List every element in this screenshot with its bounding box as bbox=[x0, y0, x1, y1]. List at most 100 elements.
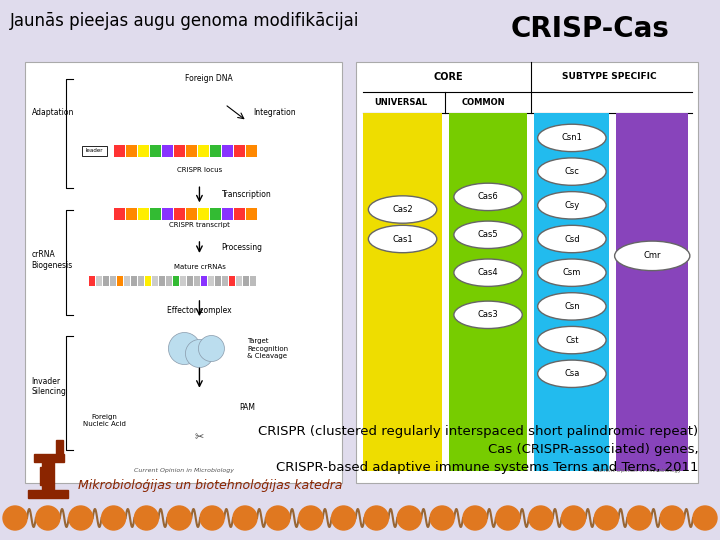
Bar bbox=[40, 467, 46, 485]
Bar bbox=[138, 145, 149, 157]
Bar bbox=[130, 276, 137, 286]
Bar bbox=[235, 276, 242, 286]
Bar bbox=[162, 208, 173, 220]
Ellipse shape bbox=[454, 221, 522, 248]
Bar bbox=[198, 208, 209, 220]
Bar bbox=[234, 208, 245, 220]
Bar bbox=[207, 276, 214, 286]
Bar bbox=[34, 454, 64, 462]
Text: Cst: Cst bbox=[565, 335, 579, 345]
Circle shape bbox=[299, 506, 323, 530]
Circle shape bbox=[332, 506, 356, 530]
Ellipse shape bbox=[538, 124, 606, 152]
Text: COMMON: COMMON bbox=[461, 98, 505, 106]
Circle shape bbox=[199, 335, 225, 361]
Text: Cas2: Cas2 bbox=[392, 205, 413, 214]
Circle shape bbox=[562, 506, 585, 530]
Text: CORE: CORE bbox=[434, 72, 464, 82]
Bar bbox=[152, 276, 158, 286]
Text: ✂: ✂ bbox=[194, 432, 204, 442]
Bar bbox=[534, 113, 609, 471]
Bar bbox=[150, 208, 161, 220]
Circle shape bbox=[3, 506, 27, 530]
Circle shape bbox=[496, 506, 520, 530]
Text: CRISPR-based adaptive immune systems Terns and Terns, 2011: CRISPR-based adaptive immune systems Ter… bbox=[276, 462, 698, 475]
Text: Adaptation: Adaptation bbox=[32, 108, 74, 117]
Bar bbox=[215, 276, 220, 286]
Bar bbox=[117, 276, 122, 286]
Circle shape bbox=[627, 506, 652, 530]
Text: SUBTYPE SPECIFIC: SUBTYPE SPECIFIC bbox=[562, 72, 657, 82]
Text: Processing: Processing bbox=[222, 243, 263, 252]
Bar bbox=[250, 276, 256, 286]
Bar bbox=[222, 145, 233, 157]
Circle shape bbox=[233, 506, 257, 530]
Text: Cas6: Cas6 bbox=[477, 192, 498, 201]
Text: crRNA
Biogenesis: crRNA Biogenesis bbox=[32, 251, 73, 270]
Bar bbox=[126, 208, 137, 220]
Text: Transcription: Transcription bbox=[222, 190, 271, 199]
Bar bbox=[42, 458, 54, 490]
Bar bbox=[138, 208, 149, 220]
Bar bbox=[449, 113, 527, 471]
Bar bbox=[82, 146, 107, 156]
Text: Target
Recognition
& Cleavage: Target Recognition & Cleavage bbox=[247, 338, 288, 359]
Bar bbox=[210, 145, 221, 157]
Text: Foreign DNA: Foreign DNA bbox=[185, 75, 233, 84]
Text: CRISP-Cas: CRISP-Cas bbox=[510, 15, 669, 43]
Text: Csm: Csm bbox=[562, 268, 581, 277]
Ellipse shape bbox=[538, 225, 606, 253]
Text: Csn1: Csn1 bbox=[562, 133, 582, 143]
Text: Cas (CRISPR-associated) genes,: Cas (CRISPR-associated) genes, bbox=[487, 443, 698, 456]
Text: Integration: Integration bbox=[253, 108, 296, 117]
Circle shape bbox=[430, 506, 454, 530]
Circle shape bbox=[135, 506, 158, 530]
Ellipse shape bbox=[369, 225, 437, 253]
Bar bbox=[228, 276, 235, 286]
Bar bbox=[138, 276, 143, 286]
Bar bbox=[210, 208, 221, 220]
Bar bbox=[616, 113, 688, 471]
Text: CRISPR locus: CRISPR locus bbox=[177, 167, 222, 173]
Ellipse shape bbox=[538, 293, 606, 320]
Bar bbox=[102, 276, 109, 286]
Bar bbox=[114, 145, 125, 157]
Circle shape bbox=[693, 506, 717, 530]
Bar bbox=[243, 276, 248, 286]
Circle shape bbox=[595, 506, 618, 530]
Bar bbox=[363, 113, 442, 471]
Ellipse shape bbox=[538, 326, 606, 354]
Text: UNIVERSAL: UNIVERSAL bbox=[374, 98, 428, 106]
Ellipse shape bbox=[454, 259, 522, 286]
Ellipse shape bbox=[369, 196, 437, 223]
Ellipse shape bbox=[454, 183, 522, 211]
Text: CRISPR (clustered regularly interspaced short palindromic repeat): CRISPR (clustered regularly interspaced … bbox=[258, 426, 698, 438]
Bar bbox=[246, 208, 257, 220]
Bar bbox=[186, 276, 192, 286]
Bar bbox=[222, 276, 228, 286]
Bar bbox=[179, 276, 186, 286]
Bar bbox=[28, 490, 68, 498]
Bar bbox=[222, 208, 233, 220]
Text: Csc: Csc bbox=[564, 167, 580, 176]
Bar bbox=[25, 62, 342, 483]
Circle shape bbox=[364, 506, 388, 530]
Bar bbox=[173, 276, 179, 286]
Text: Current Opinion in Microbiology: Current Opinion in Microbiology bbox=[594, 468, 681, 473]
Text: Cas4: Cas4 bbox=[478, 268, 498, 277]
Circle shape bbox=[68, 506, 93, 530]
Circle shape bbox=[660, 506, 684, 530]
Bar bbox=[158, 276, 165, 286]
Text: Jaunās pieejas augu genoma modifikācijai: Jaunās pieejas augu genoma modifikācijai bbox=[10, 12, 359, 30]
Ellipse shape bbox=[538, 192, 606, 219]
Bar bbox=[96, 276, 102, 286]
Circle shape bbox=[528, 506, 553, 530]
Bar bbox=[174, 145, 185, 157]
Text: Cas1: Cas1 bbox=[392, 234, 413, 244]
Bar bbox=[246, 145, 257, 157]
Text: Cas3: Cas3 bbox=[477, 310, 498, 319]
Bar bbox=[56, 440, 63, 454]
Ellipse shape bbox=[615, 241, 690, 271]
Text: Cmr: Cmr bbox=[644, 251, 661, 260]
Bar bbox=[124, 276, 130, 286]
